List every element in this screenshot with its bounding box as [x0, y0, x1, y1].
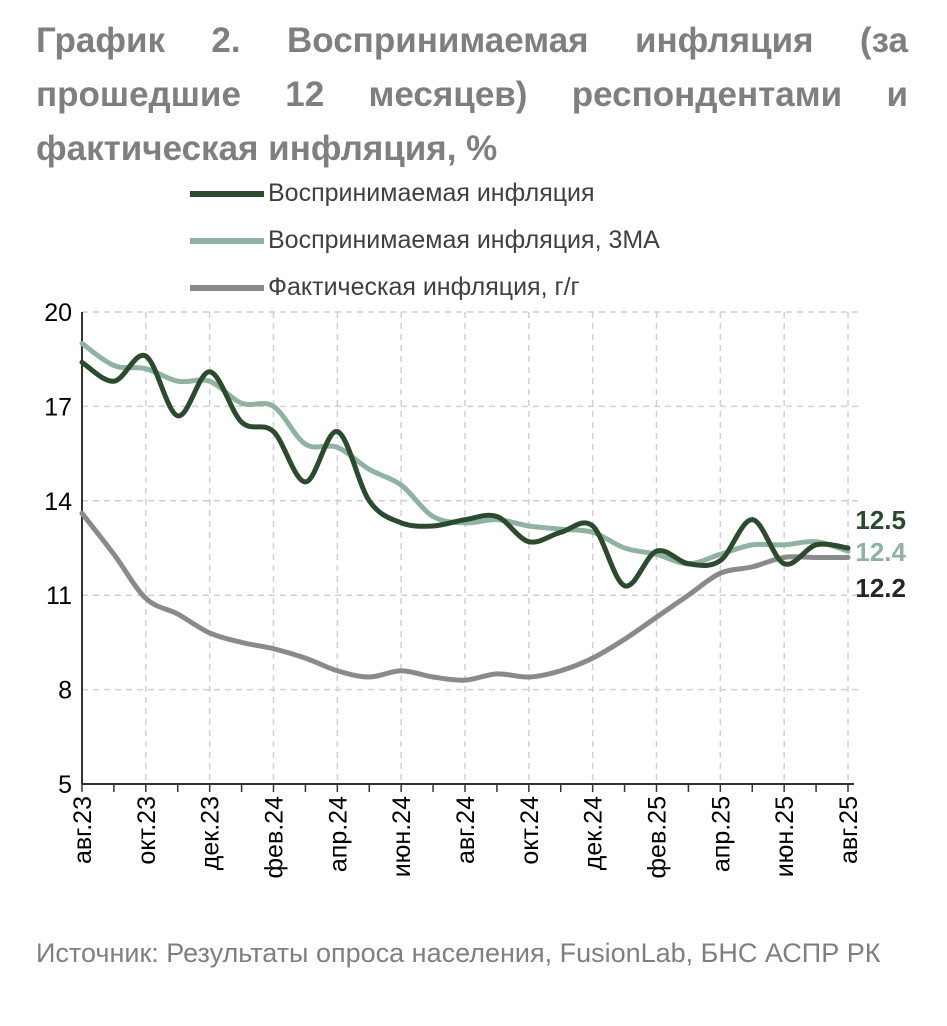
- x-tick-label: дек.24: [580, 796, 608, 870]
- series-line-perceived-3ma: [79, 340, 851, 567]
- legend-label-actual: Фактическая инфляция, г/г: [268, 273, 580, 301]
- legend-item-perceived: Воспринимаемая инфляция: [190, 170, 660, 217]
- y-tick-label: 5: [58, 771, 72, 799]
- legend-label-perceived-3ma: Воспринимаемая инфляция, 3МА: [268, 226, 660, 254]
- x-tick-label: авг.25: [835, 796, 863, 864]
- legend-item-perceived-3ma: Воспринимаемая инфляция, 3МА: [190, 217, 660, 264]
- x-tick-label: дек.23: [197, 796, 225, 870]
- x-tick-label: авг.24: [452, 796, 480, 864]
- x-tick-label: окт.23: [133, 796, 161, 865]
- x-tick-label: апр.24: [324, 796, 352, 872]
- x-tick-label: июн.25: [771, 796, 799, 877]
- end-label-actual: 12.2: [855, 573, 906, 603]
- x-tick-label: апр.25: [707, 796, 735, 872]
- y-tick-label: 17: [44, 393, 72, 421]
- legend-item-actual: Фактическая инфляция, г/г: [190, 264, 660, 311]
- legend: Воспринимаемая инфляция Воспринимаемая и…: [190, 170, 660, 311]
- y-tick-label: 20: [44, 299, 72, 327]
- x-tick-label: июн.24: [388, 796, 416, 877]
- y-tick-label: 11: [46, 582, 72, 610]
- x-tick-label: авг.23: [69, 796, 97, 864]
- y-tick-label: 8: [58, 677, 72, 705]
- legend-label-perceived: Воспринимаемая инфляция: [268, 179, 595, 207]
- source-note: Источник: Результаты опроса населения, F…: [36, 938, 881, 968]
- end-label-perceived-3ma: 12.4: [855, 537, 906, 567]
- legend-swatch-perceived-3ma: [190, 237, 264, 244]
- x-tick-label: окт.24: [516, 796, 544, 865]
- y-tick-label: 14: [44, 488, 72, 516]
- legend-swatch-perceived: [190, 190, 264, 197]
- end-label-perceived: 12.5: [855, 505, 906, 535]
- x-tick-label: фев.24: [261, 796, 289, 879]
- series-line-perceived: [79, 352, 851, 589]
- series-line-actual: [79, 510, 851, 683]
- x-tick-label: фев.25: [644, 796, 672, 879]
- chart-title: График 2. Воспринимаемая инфляция (за пр…: [36, 21, 908, 168]
- legend-swatch-actual: [190, 284, 264, 291]
